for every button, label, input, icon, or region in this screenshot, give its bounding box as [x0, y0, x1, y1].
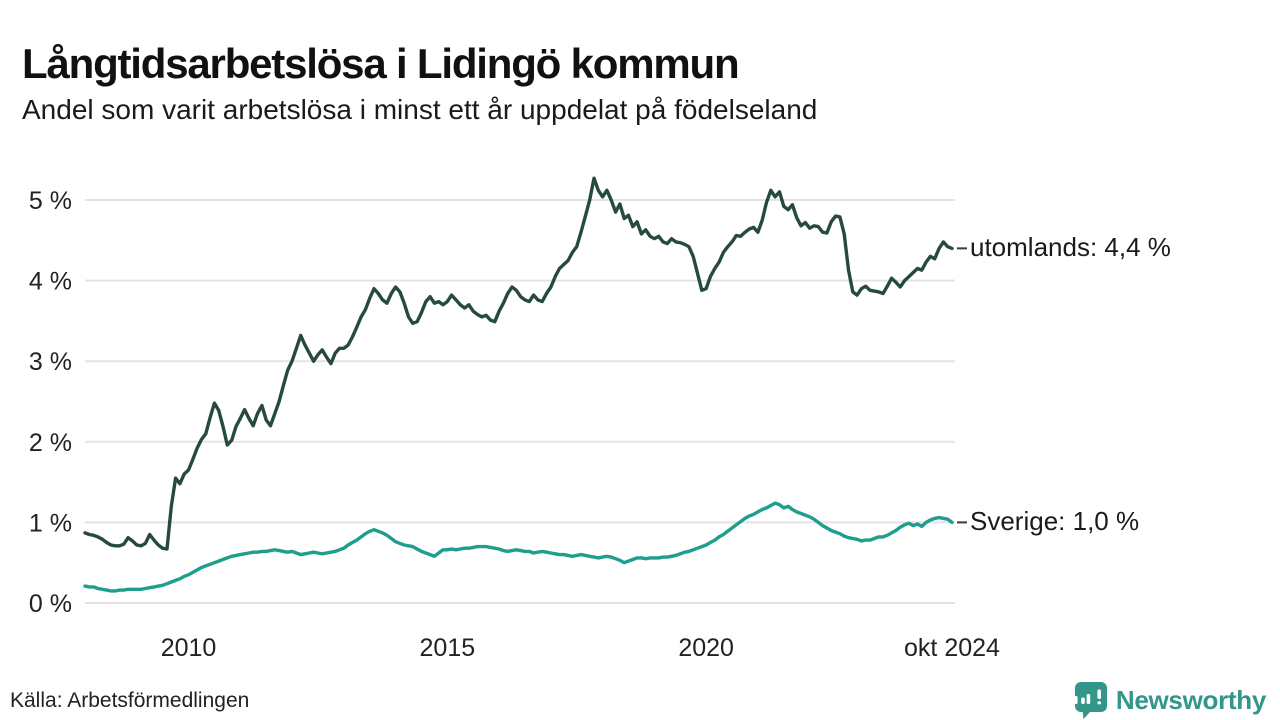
- annotation-ticks: [957, 247, 967, 524]
- y-tick-label-3: 3 %: [29, 348, 72, 376]
- brand-logo: Newsworthy: [1073, 681, 1266, 719]
- series-lines: [83, 176, 954, 593]
- y-tick-label-4: 4 %: [29, 268, 72, 296]
- y-tick-label-0: 0 %: [29, 590, 72, 618]
- y-axis-labels: 0 % 1 % 2 % 3 % 4 % 5 %: [29, 187, 72, 618]
- series-label-utomlands: utomlands: 4,4 %: [970, 232, 1171, 263]
- gridlines: [85, 199, 955, 604]
- series-label-sverige: Sverige: 1,0 %: [970, 506, 1140, 537]
- x-tick-label-2020: 2020: [678, 634, 734, 662]
- y-tick-label-1: 1 %: [29, 509, 72, 537]
- y-tick-label-5: 5 %: [29, 187, 72, 215]
- x-tick-label-okt 2024: okt 2024: [904, 634, 1000, 662]
- x-tick-label-2015: 2015: [420, 634, 476, 662]
- x-axis-labels: 2010 2015 2020 okt 2024: [161, 634, 1000, 662]
- x-tick-label-2010: 2010: [161, 634, 217, 662]
- page-subtitle: Andel som varit arbetslösa i minst ett å…: [22, 94, 818, 125]
- y-tick-label-2: 2 %: [29, 429, 72, 457]
- source-note: Källa: Arbetsförmedlingen: [10, 689, 250, 712]
- page-title: Långtidsarbetslösa i Lidingö kommun: [22, 40, 740, 88]
- line-utomlands: [83, 176, 954, 551]
- brand-name: Newsworthy: [1115, 684, 1266, 715]
- newsworthy-icon: [1073, 682, 1107, 719]
- line-Sverige: [83, 501, 954, 593]
